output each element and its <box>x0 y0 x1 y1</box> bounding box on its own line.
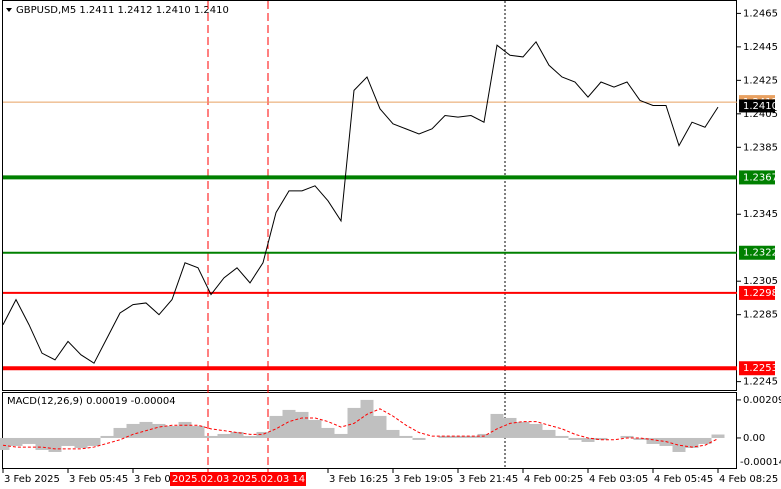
macd-bar <box>529 423 543 438</box>
macd-bar <box>334 433 348 438</box>
macd-panel-frame <box>2 392 737 469</box>
macd-bar <box>35 437 49 450</box>
macd-bar <box>633 437 647 440</box>
y-tick-label: 1.2465 <box>743 8 778 19</box>
macd-bar <box>230 431 244 438</box>
macd-bar <box>685 437 699 448</box>
macd-bar <box>295 411 309 438</box>
time-marker-box <box>170 472 230 486</box>
macd-bar <box>360 399 374 438</box>
macd-bar <box>9 437 23 446</box>
macd-bar <box>516 421 530 438</box>
macd-bar <box>113 427 127 438</box>
level-label-box <box>739 285 775 300</box>
macd-bar <box>321 427 335 438</box>
macd-bar <box>100 435 114 438</box>
macd-bar <box>698 437 712 444</box>
time-marker-label: 2025.02.03 14:10 <box>232 474 321 485</box>
x-tick-label: 3 Feb 05:45 <box>69 474 128 485</box>
y-tick-label: 1.2245 <box>743 377 778 388</box>
macd-bar <box>61 437 75 446</box>
x-tick-label: 3 Feb 2025 <box>4 474 60 485</box>
level-label-box <box>739 245 775 260</box>
last-price-label: 1.2410 <box>743 101 778 112</box>
x-tick-label: 3 Feb 08 <box>134 474 177 485</box>
x-tick-label: 3 Feb 19:05 <box>394 474 453 485</box>
level-label: 1.2253 <box>743 363 778 374</box>
y-tick-label: 1.2385 <box>743 142 778 153</box>
macd-bar <box>152 423 166 438</box>
macd-bar <box>594 437 608 440</box>
level-label-box <box>739 170 775 185</box>
time-marker-box <box>230 472 306 486</box>
macd-bar <box>48 437 62 452</box>
level-label: 1.2367 <box>743 172 778 183</box>
macd-bar <box>399 435 413 438</box>
signal-line <box>2 408 719 450</box>
y-tick-label: 1.2425 <box>743 75 778 86</box>
macd-bar <box>503 417 517 438</box>
macd-bar <box>126 423 140 438</box>
x-tick-label: 3 Feb 16:25 <box>329 474 388 485</box>
macd-bar <box>646 437 660 444</box>
chart-title: GBPUSD,M5 1.2411 1.2412 1.2410 1.2410 <box>16 5 229 16</box>
macd-bar <box>191 425 205 438</box>
macd-bar <box>178 421 192 438</box>
macd-bar <box>451 435 465 438</box>
level-label: 1.2298 <box>743 288 778 299</box>
macd-bar <box>204 435 218 438</box>
y-tick-label: 1.2445 <box>743 42 778 53</box>
x-tick-label: 4 Feb 03:05 <box>589 474 648 485</box>
macd-bar <box>217 433 231 438</box>
macd-bar <box>22 437 36 444</box>
y-tick-label: 1.2305 <box>743 276 778 287</box>
macd-bar <box>412 437 426 440</box>
y-tick-label: 0.00209 <box>743 395 781 406</box>
y-tick-label: 1.2285 <box>743 310 778 321</box>
macd-bar <box>308 419 322 438</box>
x-tick-label: 4 Feb 00:25 <box>524 474 583 485</box>
price-line <box>2 40 719 364</box>
macd-bar <box>373 415 387 438</box>
macd-bar <box>490 413 504 438</box>
macd-bar <box>542 429 556 438</box>
macd-bar <box>243 435 257 438</box>
macd-bar <box>269 415 283 438</box>
x-tick-label: 4 Feb 05:45 <box>654 474 713 485</box>
y-tick-label: 1.2405 <box>743 109 778 120</box>
macd-bar <box>438 435 452 438</box>
macd-bar <box>568 437 582 440</box>
macd-bar <box>620 435 634 438</box>
macd-bar <box>0 437 10 450</box>
macd-bar <box>282 409 296 438</box>
macd-bar <box>165 425 179 438</box>
macd-bar <box>256 431 270 438</box>
macd-bar <box>711 434 725 438</box>
y-bottom-label: -0.00014 <box>740 457 781 468</box>
time-marker-label: 2025.02.03 1: <box>172 474 242 485</box>
y-tick-label: 0.00 <box>743 433 765 444</box>
last-price-box <box>739 99 775 113</box>
menu-triangle <box>6 8 12 12</box>
macd-bar <box>74 437 88 448</box>
x-tick-label: 4 Feb 08:25 <box>719 474 778 485</box>
macd-bar <box>581 437 595 442</box>
macd-bar <box>672 437 686 452</box>
y-tick-label: 1.2345 <box>743 209 778 220</box>
level-label-box <box>739 361 775 376</box>
macd-title: MACD(12,26,9) 0.00019 -0.00004 <box>7 396 176 407</box>
x-tick-label: 3 Feb 21:45 <box>459 474 518 485</box>
level-label: 1.2322 <box>743 248 778 259</box>
macd-bar <box>555 435 569 438</box>
macd-bar <box>386 429 400 438</box>
price-panel-frame <box>2 0 737 391</box>
macd-bar <box>139 421 153 438</box>
macd-bar <box>464 435 478 438</box>
macd-bar <box>87 437 101 446</box>
